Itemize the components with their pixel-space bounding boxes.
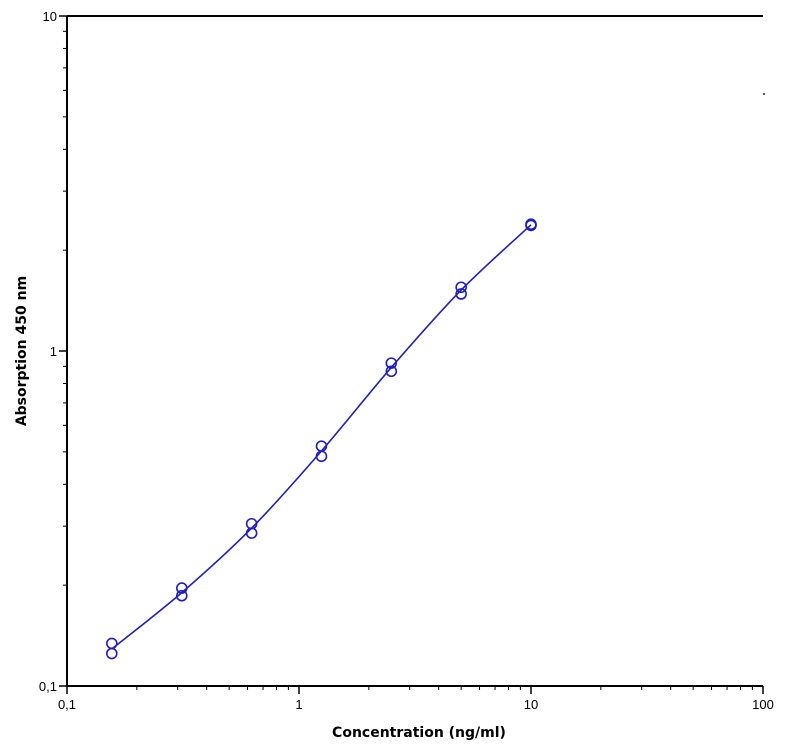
data-point [176, 582, 188, 594]
x-axis-title: Concentration (ng/ml) [332, 725, 506, 741]
x-tick-label: 100 [752, 697, 774, 712]
data-point [245, 527, 258, 539]
x-tick-label: 1 [295, 697, 302, 712]
data-point [385, 365, 398, 378]
data-point [525, 219, 537, 232]
data-point [106, 637, 118, 650]
data-point [455, 281, 467, 294]
y-tick-label: 10 [43, 9, 57, 24]
data-point [176, 589, 188, 602]
plot-area: 0,1 1 10 100 0,1 1 10 [39, 9, 774, 712]
data-point [455, 288, 467, 300]
x-tick-label: 0,1 [58, 697, 76, 712]
y-axis-title: Absorption 450 nm [14, 276, 30, 426]
data-point [106, 647, 118, 660]
y-tick-label: 1 [50, 344, 57, 359]
data-point [385, 357, 398, 369]
data-point [315, 450, 328, 463]
x-tick-label: 10 [524, 697, 538, 712]
y-tick-label: 0,1 [39, 679, 57, 694]
fit-curve-line [111, 224, 532, 650]
